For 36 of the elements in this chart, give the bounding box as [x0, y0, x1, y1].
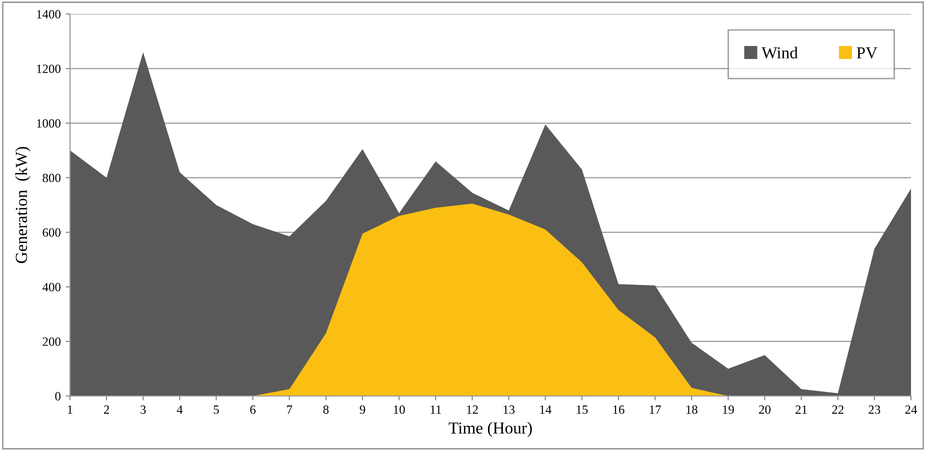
x-tick-label: 19 — [723, 405, 734, 414]
legend-label: Wind — [762, 46, 798, 59]
x-tick-label: 4 — [176, 405, 183, 414]
x-tick-label: 13 — [504, 405, 515, 414]
x-tick-label: 17 — [650, 405, 661, 414]
x-tick-label: 5 — [214, 406, 219, 414]
y-tick-label: 400 — [42, 282, 60, 292]
legend-label: PV — [856, 47, 878, 59]
x-tick-label: 18 — [686, 405, 698, 414]
x-tick-label: 3 — [140, 405, 146, 414]
x-tick-label: 7 — [287, 406, 292, 414]
x-tick-label: 2 — [104, 405, 109, 414]
y-tick-label: 0 — [55, 392, 60, 400]
y-tick-label: 800 — [42, 174, 60, 182]
x-tick-label: 6 — [250, 405, 256, 414]
x-tick-label: 12 — [467, 405, 478, 414]
x-tick-label: 21 — [796, 405, 807, 414]
x-tick-label: 14 — [540, 405, 552, 414]
x-tick-label: 20 — [759, 405, 771, 414]
x-tick-label: 23 — [868, 405, 880, 414]
y-tick-label: 1000 — [37, 119, 60, 128]
y-tick-label: 1400 — [37, 10, 60, 18]
y-tick-label: 600 — [42, 228, 60, 237]
x-axis-title: Time (Hour) — [448, 422, 532, 438]
x-tick-label: 16 — [613, 405, 624, 414]
y-tick-label: 1200 — [37, 64, 60, 74]
x-tick-label: 15 — [576, 405, 588, 414]
x-tick-label: 10 — [394, 405, 405, 414]
x-tick-label: 22 — [832, 405, 844, 414]
x-tick-label: 8 — [323, 405, 329, 414]
y-axis-title: Generation (kW) — [15, 146, 30, 264]
x-tick-label: 11 — [430, 405, 441, 414]
x-tick-label: 9 — [360, 405, 366, 414]
x-tick-label: 1 — [68, 405, 72, 414]
y-tick-label: 200 — [42, 337, 60, 346]
x-tick-label: 24 — [905, 405, 918, 414]
